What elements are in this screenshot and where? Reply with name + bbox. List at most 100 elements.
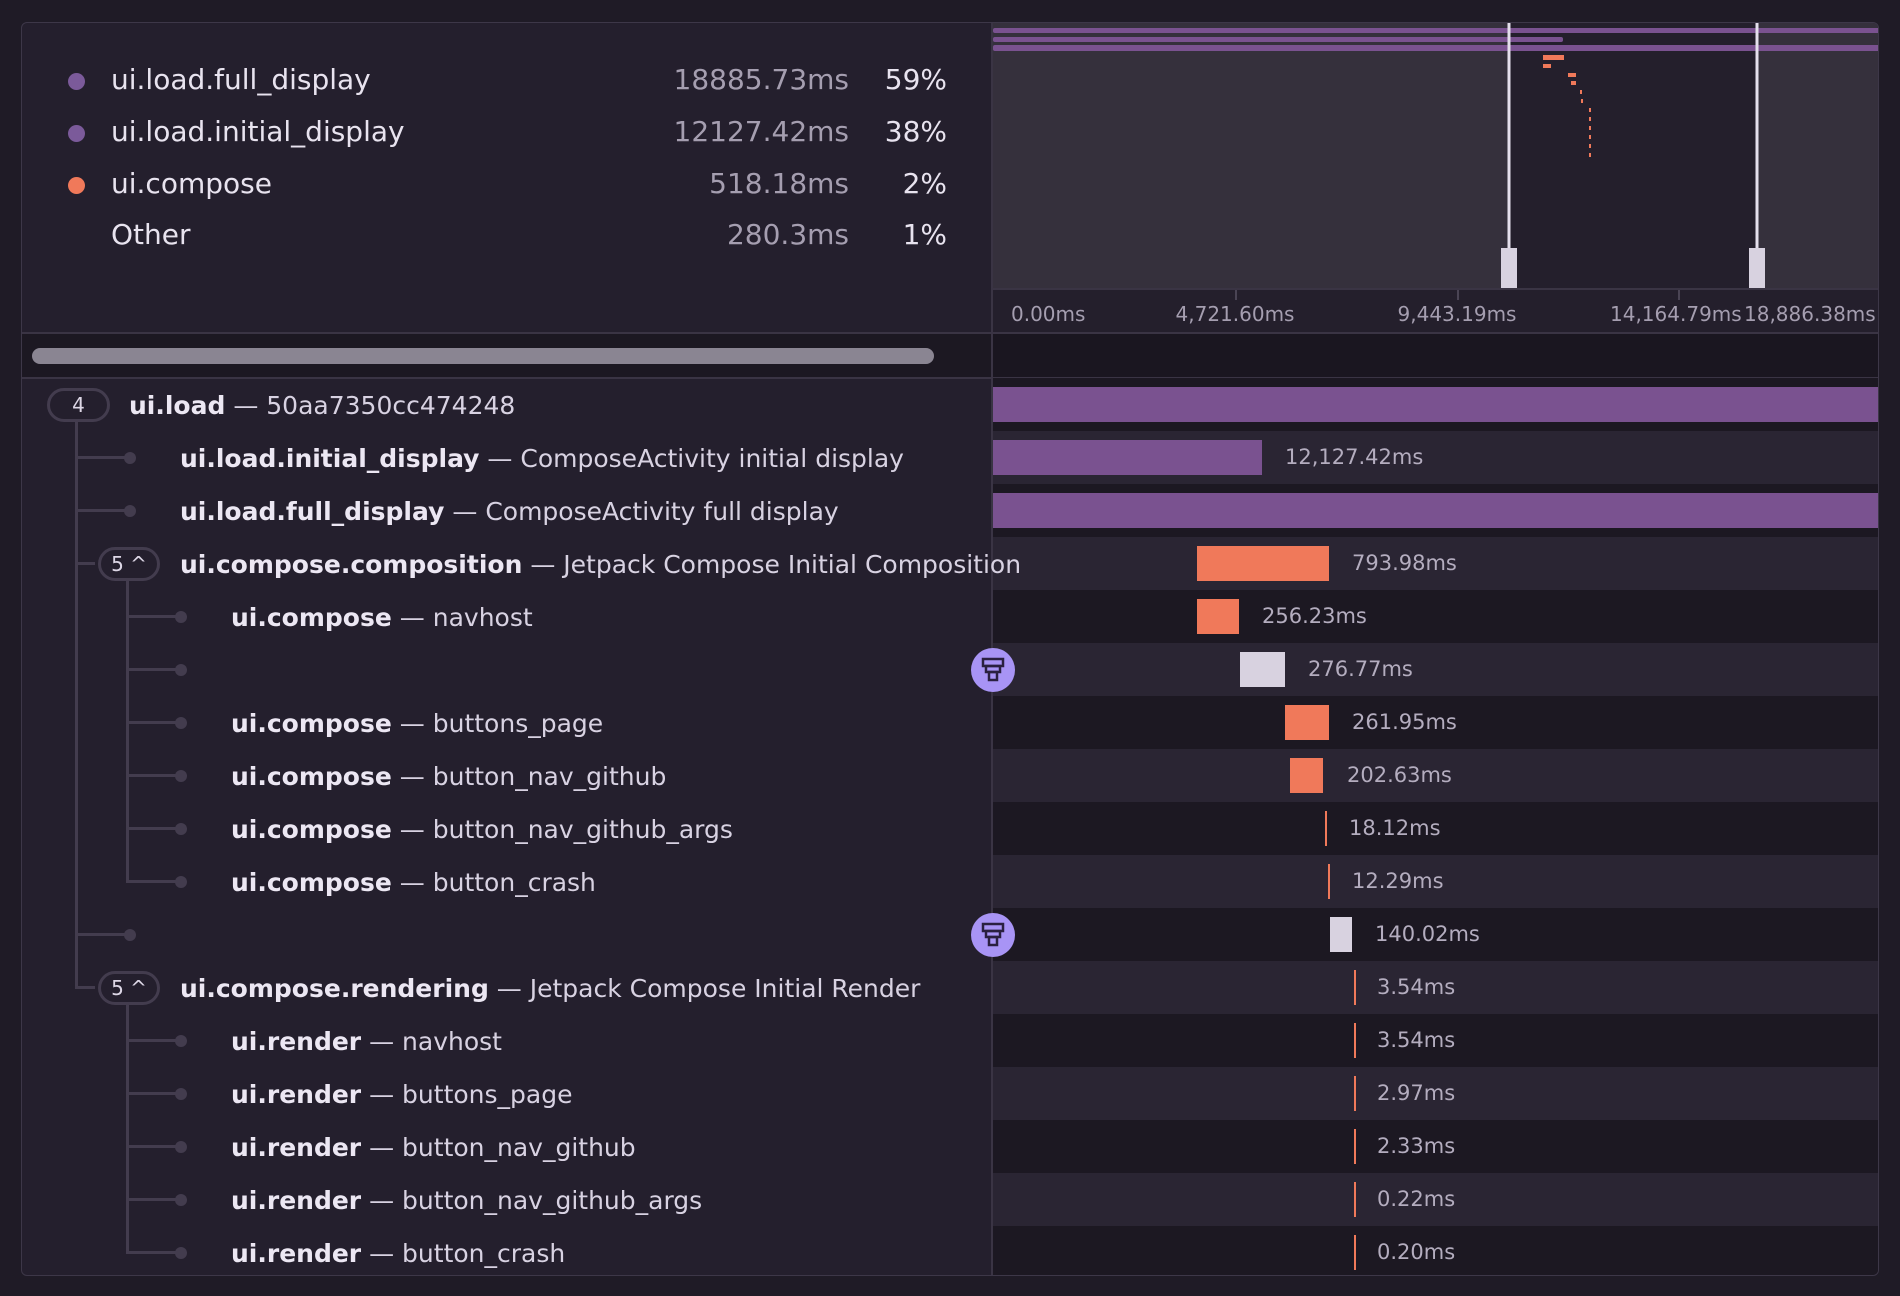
minimap-selected-window [1509,23,1757,288]
minimap-span-bar [1568,73,1576,77]
legend-percent: 59% [884,63,947,96]
timeline-row[interactable]: 261.95ms [993,696,1878,749]
timeline-row[interactable]: 202.63ms [993,749,1878,802]
span-description: button_crash [432,868,596,897]
span-tree-row[interactable]: ui.compose — button_nav_github [22,749,991,802]
span-bar[interactable] [1354,1182,1356,1217]
header-divider [22,332,1878,334]
missing-instrumentation-bar[interactable] [1330,917,1352,952]
span-tree-row[interactable]: ui.render — button_nav_github [22,1120,991,1173]
span-tree-row[interactable]: ui.render — button_crash [22,1226,991,1275]
legend-item[interactable]: Other 280.3ms 1% [22,216,992,256]
rows-divider [22,377,1878,379]
minimap-span-bar [1571,81,1576,85]
span-bar[interactable] [1354,1129,1356,1164]
span-bar[interactable] [1354,1076,1356,1111]
legend-value: 12127.42ms [673,115,849,148]
span-title: ui.compose — buttons_page [231,709,603,738]
timeline-row[interactable]: 18.12ms [993,802,1878,855]
span-bar[interactable] [1285,705,1329,740]
span-bar[interactable] [1354,1023,1356,1058]
axis-tick-label: 4,721.60ms [1175,302,1295,326]
timeline-row[interactable]: 793.98ms [993,537,1878,590]
span-bar[interactable] [1328,864,1330,899]
horizontal-scrollbar[interactable] [32,348,934,364]
span-operation: ui.compose [231,709,392,738]
span-title: ui.compose — navhost [231,603,533,632]
span-title: ui.load.initial_display — ComposeActivit… [180,444,904,473]
tree-connector [126,721,185,724]
span-bar[interactable] [1197,599,1239,634]
timeline-row[interactable] [993,378,1878,431]
span-tree-row[interactable]: ui.load.initial_display — ComposeActivit… [22,431,991,484]
span-tree-row[interactable] [22,643,991,696]
timeline-row[interactable]: 140.02ms [971,908,1878,961]
span-duration: 0.22ms [1377,1187,1456,1211]
tree-node-dot [175,770,187,782]
span-bar[interactable] [1290,758,1323,793]
span-description: Jetpack Compose Initial Render [529,974,921,1003]
legend-item[interactable]: ui.load.full_display 18885.73ms 59% [22,61,992,101]
span-separator: — [391,603,433,632]
span-description: button_nav_github_args [432,815,733,844]
timeline-row[interactable]: 256.23ms [993,590,1878,643]
timeline-row[interactable]: 12.29ms [993,855,1878,908]
minimap-span-bar [993,28,1878,33]
timeline-row[interactable]: 12,127.42ms [993,431,1878,484]
minimap-right-handle[interactable] [1749,248,1765,288]
span-description: button_nav_github [432,762,667,791]
span-operation: ui.compose [231,868,392,897]
span-bar[interactable] [1325,811,1327,846]
span-tree-row[interactable]: 5 ^ ui.compose.rendering — Jetpack Compos… [22,961,991,1014]
timeline-row[interactable]: 3.54ms [993,961,1878,1014]
span-bar[interactable] [1354,1235,1356,1270]
tree-connector [75,933,134,936]
span-separator: — [391,709,433,738]
span-bar[interactable] [1354,970,1356,1005]
span-tree-row[interactable]: ui.render — navhost [22,1014,991,1067]
span-tree-row[interactable]: ui.render — buttons_page [22,1067,991,1120]
span-tree-row[interactable]: ui.compose — navhost [22,590,991,643]
span-tree-row[interactable]: 4 ui.load — 50aa7350cc474248 [22,378,991,431]
span-tree-row[interactable]: ui.compose — button_crash [22,855,991,908]
span-bar[interactable] [993,493,1878,528]
span-tree-row[interactable]: ui.compose — button_nav_github_args [22,802,991,855]
span-bar[interactable] [1197,546,1329,581]
missing-instrumentation-icon[interactable] [971,648,1015,692]
span-tree-row[interactable] [22,908,991,961]
span-description: navhost [402,1027,502,1056]
axis-tick-label: 0.00ms [1011,302,1086,326]
tree-connector [126,1198,185,1201]
tree-connector [126,774,185,777]
span-description: ComposeActivity initial display [520,444,904,473]
span-bar[interactable] [993,387,1878,422]
legend-item[interactable]: ui.load.initial_display 12127.42ms 38% [22,113,992,153]
timeline-row[interactable]: 2.97ms [993,1067,1878,1120]
collapse-toggle-button[interactable]: 5 ^ [98,971,160,1005]
legend-item[interactable]: ui.compose 518.18ms 2% [22,165,992,205]
span-tree-row[interactable]: ui.compose — buttons_page [22,696,991,749]
span-tree-row[interactable]: ui.load.full_display — ComposeActivity f… [22,484,991,537]
minimap-left-handle[interactable] [1501,248,1517,288]
span-tree-row[interactable]: ui.render — button_nav_github_args [22,1173,991,1226]
timeline-row[interactable]: 3.54ms [993,1014,1878,1067]
tree-connector [75,456,134,459]
span-title: ui.render — button_nav_github [231,1133,636,1162]
timeline-row[interactable]: 2.33ms [993,1120,1878,1173]
trace-waterfall-panel: ui.load.full_display 18885.73ms 59% ui.load… [21,22,1879,1276]
timeline-row[interactable] [993,484,1878,537]
timeline-row[interactable]: 0.20ms [993,1226,1878,1275]
collapse-toggle-button[interactable]: 5 ^ [98,547,160,581]
axis-tick [1235,290,1237,300]
tree-node-dot [175,611,187,623]
span-separator: — [479,444,521,473]
timeline-row[interactable]: 276.77ms [971,643,1878,696]
timeline-row[interactable]: 0.22ms [993,1173,1878,1226]
span-duration: 276.77ms [1308,657,1413,681]
missing-instrumentation-bar[interactable] [1240,652,1285,687]
children-count-badge[interactable]: 4 [47,388,110,422]
span-tree-row[interactable]: 5 ^ ui.compose.composition — Jetpack Comp… [22,537,1021,590]
minimap[interactable] [993,23,1878,288]
span-bar[interactable] [993,440,1262,475]
missing-instrumentation-icon[interactable] [971,913,1015,957]
